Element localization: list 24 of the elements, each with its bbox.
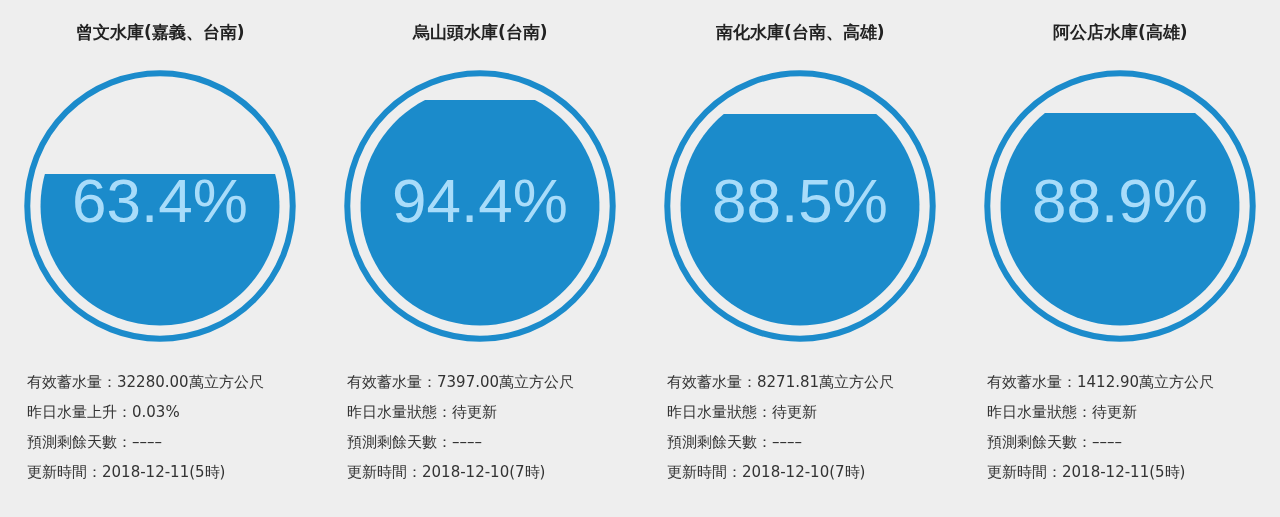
text: 預測剩餘天數：–––– — [987, 433, 1122, 451]
text: 預測剩餘天數：–––– — [667, 433, 802, 451]
text: 更新時間：2018-12-11(5時) — [987, 463, 1186, 481]
text: 有效蓄水量：32280.00萬立方公尺 — [27, 373, 264, 391]
text: 南化水庫(台南、高雄) — [715, 22, 885, 42]
text: 有效蓄水量：7397.00萬立方公尺 — [347, 373, 575, 391]
text: 曾文水庫(嘉義、台南) — [76, 22, 245, 42]
data-label: 94.4% — [392, 165, 568, 235]
text: 阿公店水庫(高雄) — [1053, 22, 1188, 42]
text: 昨日水量狀態：待更新 — [987, 403, 1137, 421]
text: 昨日水量上升：0.03% — [27, 403, 180, 421]
text: 預測剩餘天數：–––– — [347, 433, 482, 451]
text: 有效蓄水量：1412.90萬立方公尺 — [987, 373, 1215, 391]
data-label: 63.4% — [72, 165, 248, 235]
text: 更新時間：2018-12-11(5時) — [27, 463, 226, 481]
text: 昨日水量狀態：待更新 — [667, 403, 817, 421]
text: 昨日水量狀態：待更新 — [347, 403, 497, 421]
text: 預測剩餘天數：–––– — [27, 433, 162, 451]
text: 有效蓄水量：8271.81萬立方公尺 — [667, 373, 895, 391]
text: 烏山頭水庫(台南) — [412, 22, 548, 42]
text: 更新時間：2018-12-10(7時) — [347, 463, 546, 481]
data-label: 88.5% — [712, 165, 888, 235]
text: 更新時間：2018-12-10(7時) — [667, 463, 866, 481]
data-label: 88.9% — [1032, 165, 1208, 235]
